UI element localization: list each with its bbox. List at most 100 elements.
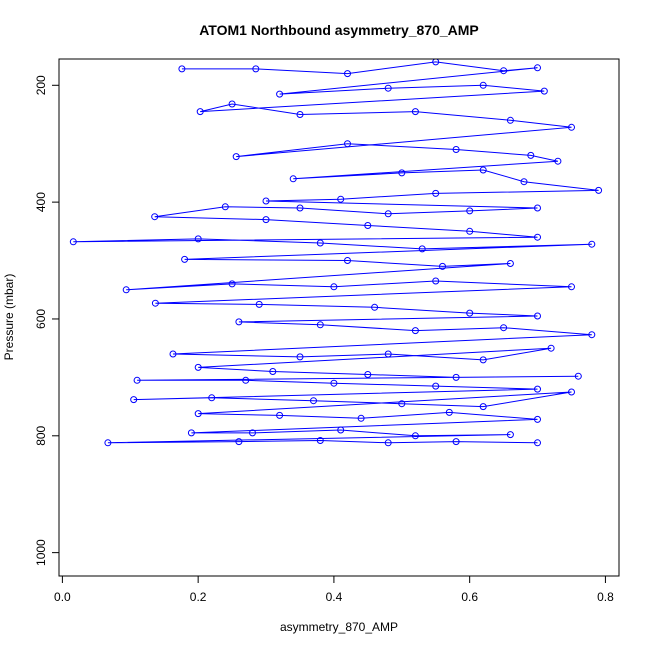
data-point <box>479 403 487 411</box>
data-point <box>357 414 365 422</box>
data-point <box>595 186 603 194</box>
data-point <box>364 371 372 378</box>
data-point <box>534 439 541 447</box>
data-point <box>554 157 562 165</box>
data-point <box>316 239 324 247</box>
data-point <box>534 385 541 393</box>
data-point <box>310 397 317 405</box>
data-point <box>252 65 260 73</box>
data-point <box>588 331 596 339</box>
data-point <box>384 439 392 447</box>
data-point <box>262 216 270 224</box>
data-point <box>384 84 392 92</box>
data-point <box>452 373 460 381</box>
x-axis: 0.0 0.2 0.4 0.6 0.8 <box>54 575 614 604</box>
data-point <box>255 300 263 308</box>
data-point <box>534 233 541 241</box>
data-point <box>520 178 528 186</box>
series-line <box>73 61 599 444</box>
data-point <box>418 245 426 253</box>
data-point <box>122 286 130 294</box>
data-point <box>466 309 474 317</box>
data-point <box>344 140 351 148</box>
data-point <box>452 438 460 446</box>
data-point <box>269 368 277 375</box>
data-point <box>151 299 159 307</box>
data-point <box>371 303 379 311</box>
data-point <box>194 410 202 418</box>
data-point <box>276 90 284 98</box>
y-tick-label: 800 <box>34 425 48 445</box>
data-point <box>151 213 159 221</box>
data-point <box>235 318 243 326</box>
data-point <box>574 372 582 380</box>
data-point <box>411 432 419 440</box>
data-point <box>411 108 419 116</box>
x-tick-label: 0.8 <box>597 590 614 604</box>
data-point <box>228 280 236 288</box>
data-point <box>466 227 474 235</box>
data-point <box>384 210 392 218</box>
data-point <box>568 123 575 131</box>
data-point <box>316 321 324 329</box>
data-point <box>228 100 236 108</box>
data-point <box>534 312 541 320</box>
data-point <box>398 400 406 408</box>
data-point <box>262 197 270 205</box>
data-point <box>130 396 138 404</box>
x-axis-label: asymmetry_870_AMP <box>280 620 398 634</box>
data-point <box>337 426 345 434</box>
data-point <box>196 108 204 116</box>
data-point <box>506 260 514 267</box>
x-tick-label: 0.2 <box>190 590 207 604</box>
data-point <box>364 222 372 229</box>
chart-title: ATOM1 Northbound asymmetry_870_AMP <box>199 22 479 38</box>
data-point <box>194 363 202 371</box>
y-tick-label: 600 <box>34 309 48 329</box>
data-point <box>235 438 243 446</box>
y-axis-label: Pressure (mbar) <box>2 274 16 361</box>
data-point <box>534 204 541 212</box>
data-point <box>296 111 304 118</box>
data-point <box>479 166 487 174</box>
data-point <box>534 415 541 423</box>
x-tick-label: 0.6 <box>461 590 478 604</box>
data-point <box>344 70 351 78</box>
data-point <box>133 376 141 384</box>
data-point <box>547 344 555 352</box>
data-point <box>330 379 338 387</box>
data-point <box>178 65 186 73</box>
data-point <box>242 376 250 384</box>
data-point <box>276 411 284 419</box>
data-point <box>540 87 548 95</box>
data-point <box>506 116 514 124</box>
data-point <box>466 207 474 215</box>
data-point <box>411 327 419 335</box>
data-point <box>479 356 487 364</box>
data-point <box>316 437 324 444</box>
data-point <box>296 353 304 361</box>
data-point <box>208 394 216 402</box>
data-point <box>337 195 345 203</box>
y-tick-label: 400 <box>34 192 48 212</box>
data-point <box>69 238 77 246</box>
data-point <box>232 153 240 161</box>
data-point <box>500 67 508 75</box>
data-point <box>181 255 189 263</box>
x-tick-label: 0.0 <box>54 590 71 604</box>
data-point <box>344 257 351 264</box>
data-point <box>384 350 392 358</box>
y-axis: 200 400 600 800 1000 <box>34 75 60 566</box>
data-point <box>452 146 460 153</box>
data-point <box>432 59 440 66</box>
data-point <box>221 203 229 211</box>
data-point <box>432 277 440 285</box>
data-point <box>500 324 508 332</box>
data-point <box>568 388 575 396</box>
data-point <box>194 235 202 243</box>
data-point <box>296 204 304 212</box>
data-point <box>439 262 446 270</box>
data-point <box>249 429 256 437</box>
data-point <box>330 283 338 291</box>
